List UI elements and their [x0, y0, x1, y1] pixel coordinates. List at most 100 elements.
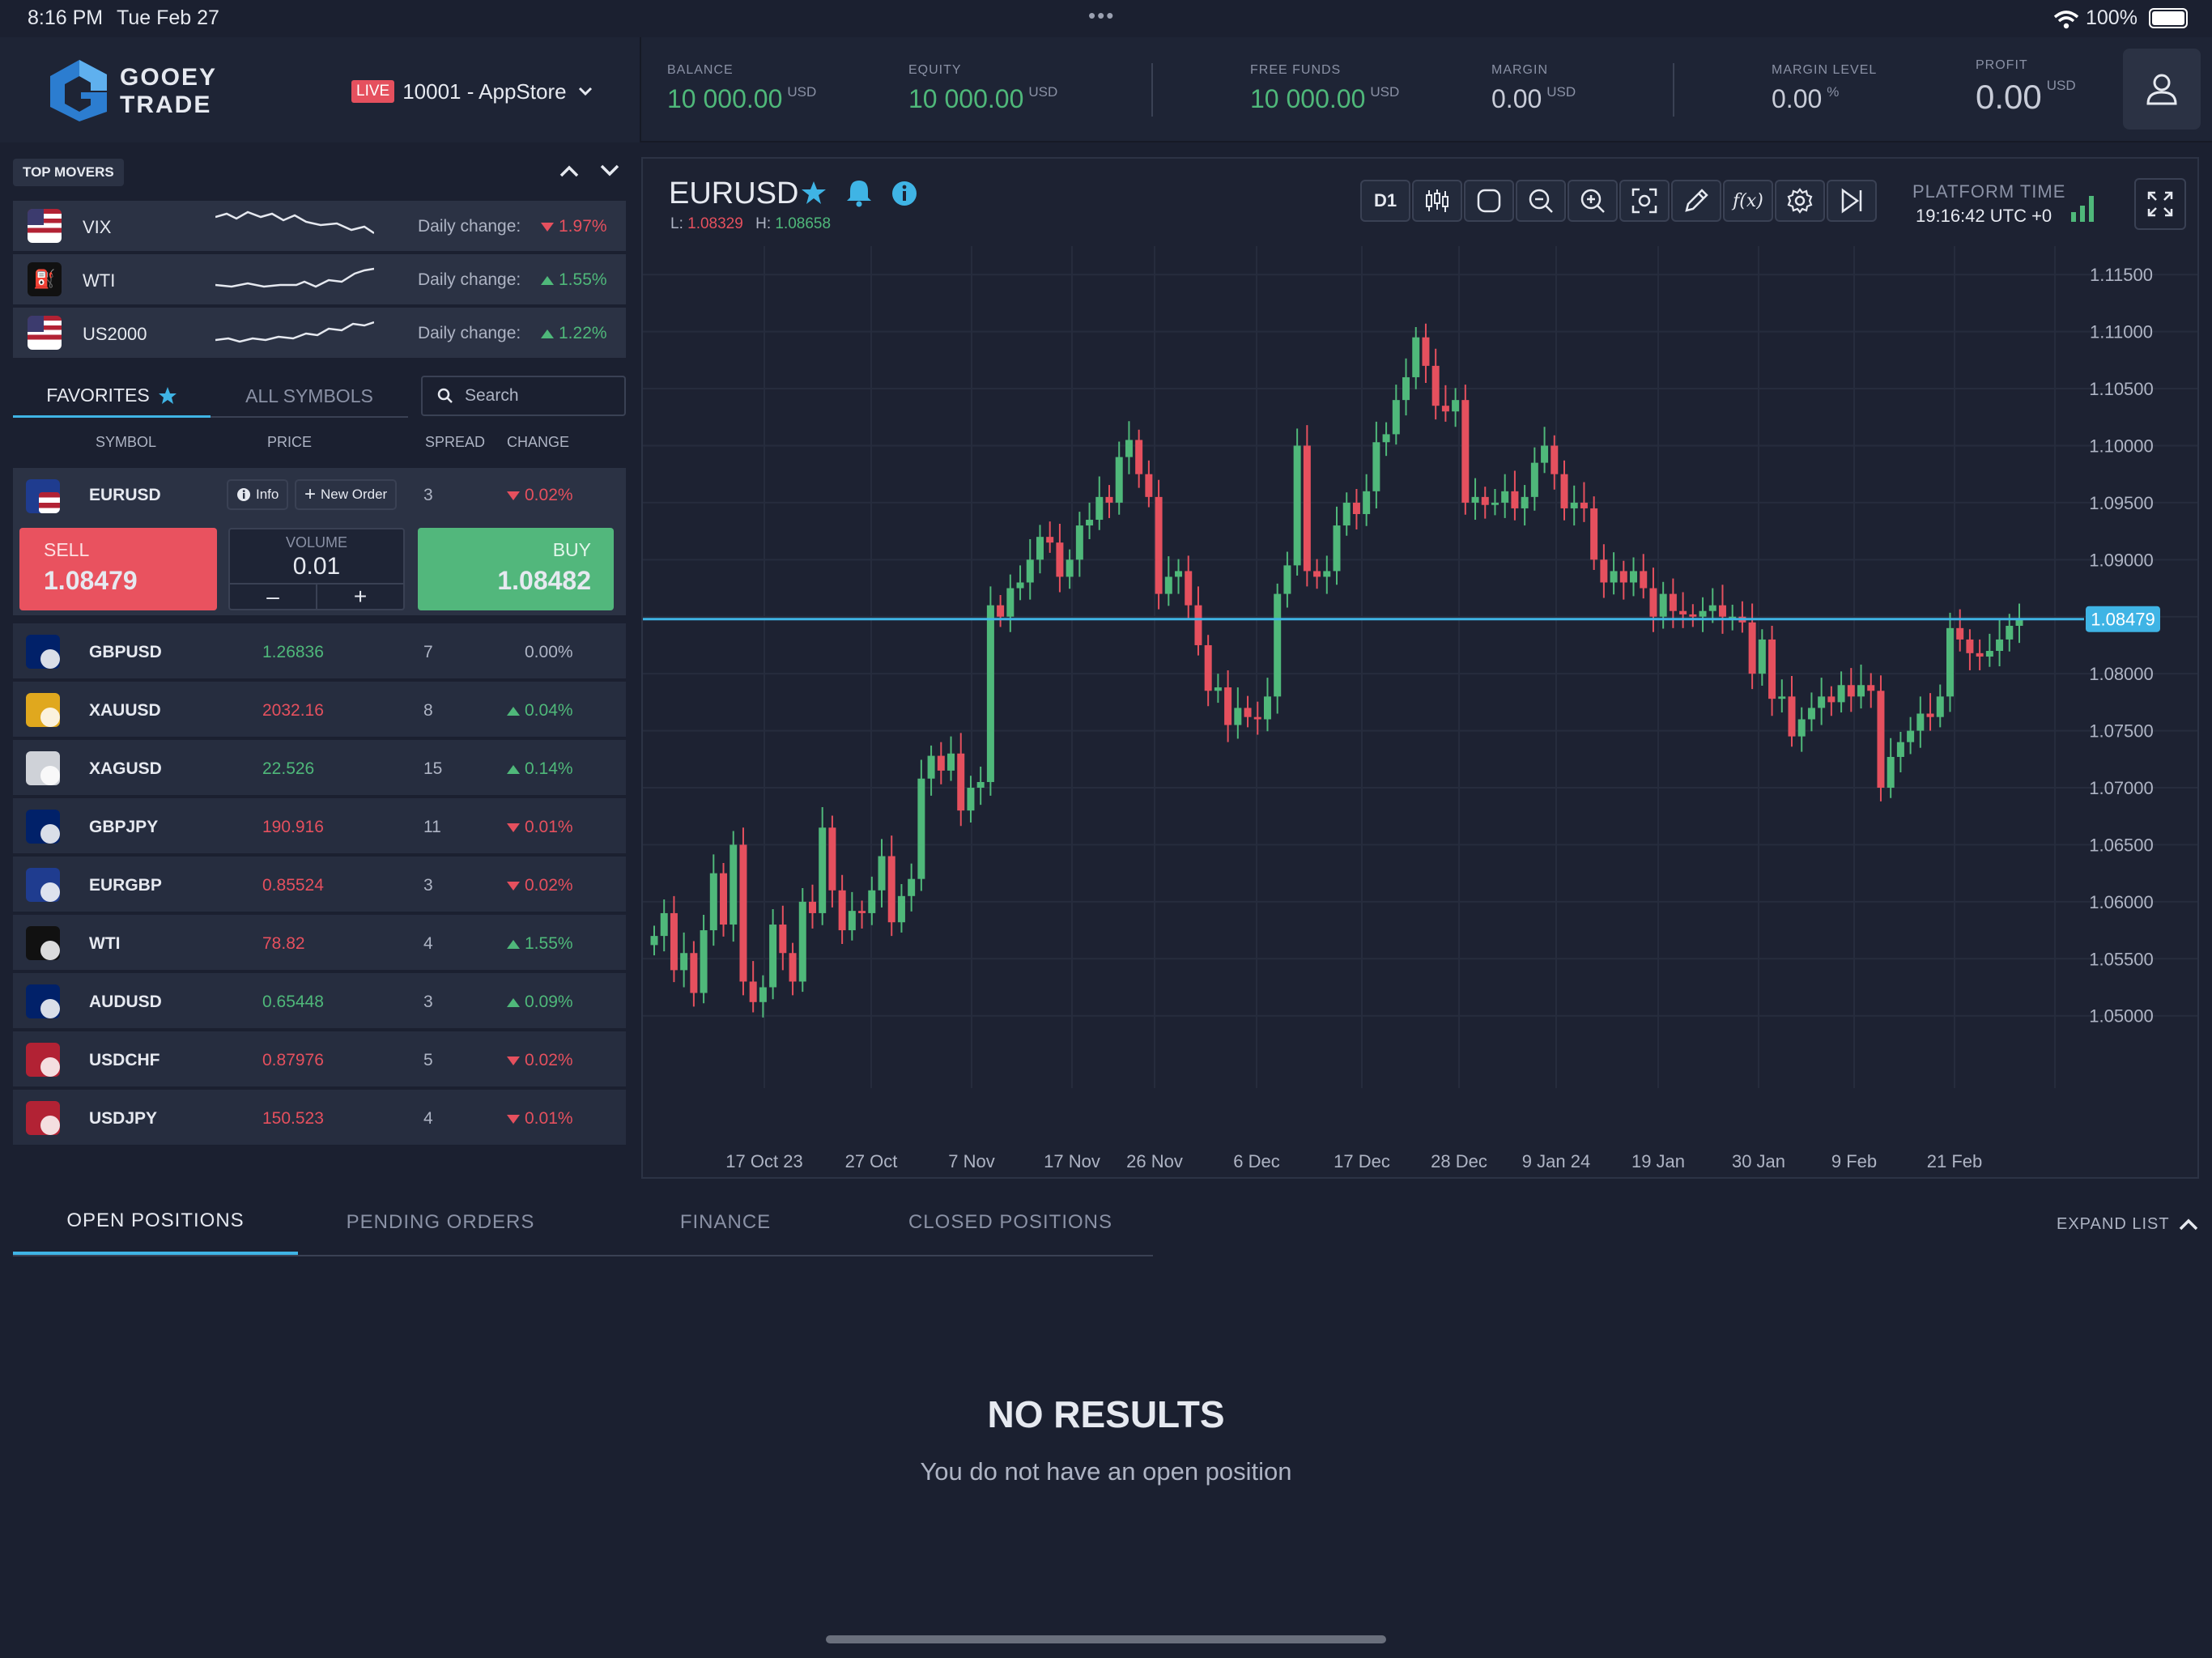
symbol-name: GBPJPY [89, 818, 159, 836]
plus-icon: + [304, 483, 317, 505]
candle-body [1659, 593, 1667, 617]
mover-row-us2000[interactable]: US2000 Daily change: 1.22% [13, 308, 626, 359]
bell-icon[interactable] [845, 178, 873, 207]
candle-body [878, 856, 886, 891]
symbol-spread: 15 [423, 759, 443, 778]
y-tick-label: 1.05000 [2089, 1006, 2154, 1027]
multitask-dots-icon[interactable]: ••• [1088, 3, 1116, 28]
tab-open-positions[interactable]: OPEN POSITIONS [13, 1190, 298, 1255]
stat-divider [1673, 63, 1674, 117]
search-icon [437, 388, 453, 403]
mover-sparkline [215, 267, 374, 288]
signal-bars-icon [2071, 196, 2094, 222]
candlestick-chart[interactable]: 1.11500 1.11000 1.10500 1.10000 1.09500 1.090… [643, 246, 2197, 1177]
stat-value: 0.00 [1772, 84, 1823, 113]
home-indicator[interactable] [826, 1635, 1386, 1643]
chart-toolbar: D1 f(x) [1360, 180, 1877, 222]
chevron-down-icon[interactable] [599, 164, 620, 178]
volume-stepper[interactable]: VOLUME 0.01 – + [228, 528, 405, 610]
candle-body [2015, 619, 2023, 627]
favorite-star-icon[interactable] [800, 180, 827, 207]
symbol-price: 0.87976 [262, 1051, 324, 1069]
candle-body [1718, 605, 1726, 617]
current-price-label: 1.08479 [2091, 610, 2155, 630]
tab-pending-orders[interactable]: PENDING ORDERS [346, 1211, 535, 1233]
candle-body [1679, 610, 1687, 614]
col-price: PRICE [267, 434, 313, 450]
zoom-in-button[interactable] [1568, 180, 1618, 222]
candle-body [1372, 442, 1380, 491]
indicators-icon[interactable]: f(x) [1723, 180, 1773, 222]
symbol-row-usdjpy[interactable]: USDJPY 150.523 4 0.01% [13, 1090, 626, 1146]
symbol-row-gbpusd[interactable]: GBPUSD 1.26836 7 0.00% [13, 623, 626, 680]
platform-time-label: PLATFORM TIME [1912, 181, 2066, 202]
candle-body [1303, 445, 1311, 572]
volume-value[interactable]: 0.01 [292, 553, 341, 580]
sell-price: 1.08479 [44, 566, 138, 595]
chevron-up-icon[interactable] [559, 164, 580, 178]
stat-free-funds: FREE FUNDS 10 000.00 USD [1250, 63, 1399, 114]
volume-decrease-button[interactable]: – [230, 583, 316, 609]
symbol-row-xagusd[interactable]: XAGUSD 22.526 15 0.14% [13, 740, 626, 797]
profile-button[interactable] [2123, 49, 2201, 130]
symbol-row-xauusd[interactable]: XAUUSD 2032.16 8 0.04% [13, 682, 626, 738]
tab-all-symbols[interactable]: ALL SYMBOLS [211, 376, 408, 418]
eu-flag-icon [26, 479, 60, 513]
left-panel: TOP MOVERS VIX Daily change: 1.97% ⛽ WTI… [0, 144, 640, 1180]
info-button[interactable]: Info [227, 479, 289, 510]
symbol-row-usdchf[interactable]: USDCHF 0.87976 5 0.02% [13, 1031, 626, 1088]
tab-closed-positions[interactable]: CLOSED POSITIONS [908, 1211, 1113, 1233]
candle-body [1452, 400, 1460, 412]
candle-body [1541, 445, 1549, 463]
account-selector[interactable]: LIVE 10001 - AppStore [351, 78, 593, 105]
go-to-latest-button[interactable] [1827, 180, 1877, 222]
shape-button[interactable] [1464, 180, 1514, 222]
x-tick-label: 7 Nov [948, 1151, 994, 1171]
candle-body [1788, 696, 1796, 737]
draw-button[interactable] [1671, 180, 1721, 222]
candles-type-button[interactable] [1412, 180, 1462, 222]
zoom-out-button[interactable] [1516, 180, 1566, 222]
buy-price: 1.08482 [497, 566, 591, 595]
sell-button[interactable]: SELL 1.08479 [19, 528, 217, 610]
timeframe-button[interactable]: D1 [1360, 180, 1410, 222]
candle-body [1837, 685, 1845, 703]
symbol-row-wti[interactable]: WTI 78.82 4 1.55% [13, 915, 626, 971]
candle-body [1896, 742, 1904, 757]
stat-value: 10 000.00 [1250, 84, 1366, 113]
candle-body [1046, 537, 1054, 543]
mover-row-wti[interactable]: ⛽ WTI Daily change: 1.55% [13, 254, 626, 306]
symbol-row-gbpjpy[interactable]: GBPJPY 190.916 11 0.01% [13, 798, 626, 855]
candle-body [997, 605, 1005, 617]
symbol-spread: 3 [423, 993, 433, 1011]
candle-body [1274, 593, 1282, 697]
mover-row-vix[interactable]: VIX Daily change: 1.97% [13, 201, 626, 253]
tab-finance[interactable]: FINANCE [679, 1211, 772, 1233]
skip-forward-icon [1841, 188, 1862, 214]
sell-label: SELL [44, 539, 90, 560]
x-tick-label: 9 Jan 24 [1522, 1151, 1590, 1171]
y-tick-label: 1.10500 [2089, 379, 2154, 399]
candle-body [1125, 440, 1133, 457]
tab-favorites[interactable]: FAVORITES [13, 376, 211, 418]
candle-body [1768, 639, 1776, 699]
symbol-row-eurgbp[interactable]: EURGBP 0.85524 3 0.02% [13, 857, 626, 913]
info-circle-icon[interactable] [891, 180, 918, 207]
fullscreen-button[interactable] [2134, 178, 2186, 230]
y-tick-label: 1.10000 [2089, 436, 2154, 456]
candle-body [1006, 588, 1015, 617]
low-label: L: [670, 215, 683, 232]
expand-list-button[interactable]: EXPAND LIST [2057, 1209, 2199, 1239]
tab-favorites-label: FAVORITES [46, 385, 150, 406]
search-input[interactable]: Search [421, 376, 626, 416]
settings-button[interactable] [1775, 180, 1825, 222]
volume-increase-button[interactable]: + [316, 583, 403, 609]
new-order-button[interactable]: + New Order [295, 479, 398, 510]
screenshot-button[interactable] [1619, 180, 1670, 222]
symbol-row-audusd[interactable]: AUDUSD 0.65448 3 0.09% [13, 973, 626, 1030]
candle-body [1461, 400, 1470, 503]
candle-body [1708, 605, 1716, 611]
buy-button[interactable]: BUY 1.08482 [418, 528, 614, 610]
candle-body [1619, 571, 1627, 583]
mover-sparkline [215, 321, 374, 343]
